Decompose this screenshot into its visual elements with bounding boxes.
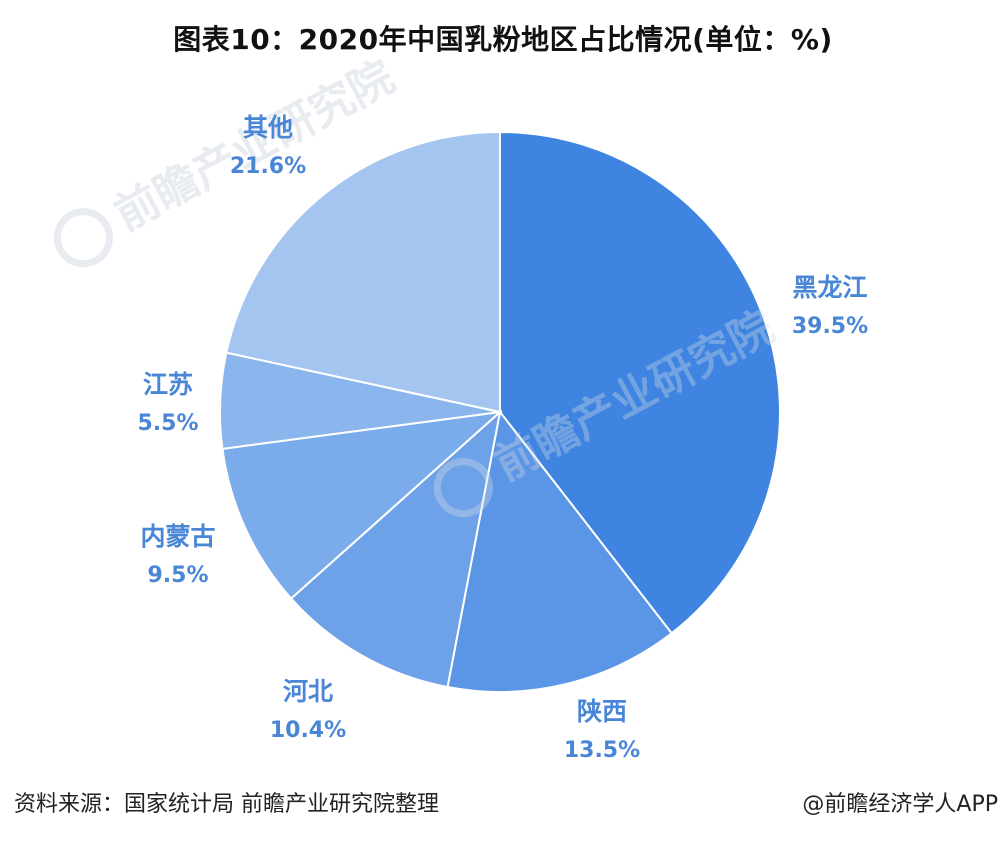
watermark-logo-icon <box>433 458 493 518</box>
slice-label-value: 13.5% <box>564 738 640 763</box>
slice-label-value: 9.5% <box>147 563 208 588</box>
slice-label-name: 陕西 <box>577 697 627 726</box>
slice-label-value: 5.5% <box>137 411 198 436</box>
pie-slice-2 <box>289 409 502 689</box>
pie-slice-0 <box>499 130 781 635</box>
slice-label-name: 河北 <box>283 677 333 706</box>
watermark-logo-icon <box>53 208 113 268</box>
chart-title: 图表10：2020年中国乳粉地区占比情况(单位：%) <box>173 23 833 56</box>
pie-labels: 黑龙江 39.5% 陕西 13.5% 河北 10.4% 内蒙古 9.5% 江苏 5.5% 其他 21.… <box>137 113 868 763</box>
slice-label-name: 黑龙江 <box>792 273 867 302</box>
slice-label-value: 10.4% <box>270 718 346 743</box>
pie-slice-5 <box>225 130 501 414</box>
pie-slices <box>219 130 781 693</box>
pie-slice-1 <box>446 409 674 693</box>
footer-source: 资料来源：国家统计局 前瞻产业研究院整理 <box>14 792 439 817</box>
slice-label-name: 其他 <box>243 113 293 142</box>
slice-label-name: 江苏 <box>143 370 193 399</box>
pie-slice-3 <box>221 410 504 600</box>
slice-label-name: 内蒙古 <box>140 522 215 551</box>
slice-label-value: 21.6% <box>230 154 306 179</box>
footer-credit: @前瞻经济学人APP <box>802 792 998 817</box>
slice-label-value: 39.5% <box>792 314 868 339</box>
